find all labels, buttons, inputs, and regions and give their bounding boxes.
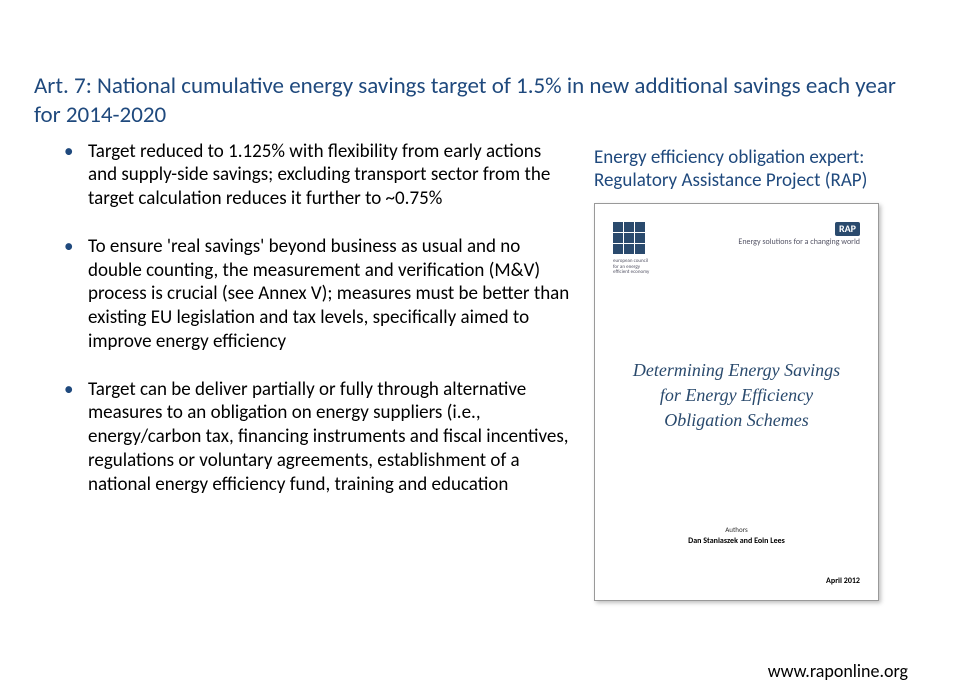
doc-date: April 2012 bbox=[613, 576, 860, 586]
expert-note: Energy efficiency obligation expert: Reg… bbox=[594, 146, 914, 194]
bullet-text: Target reduced to 1.125% with flexibilit… bbox=[88, 140, 550, 211]
right-column: Energy efficiency obligation expert: Reg… bbox=[594, 140, 914, 602]
doc-rap-logo: RAP Energy solutions for a changing worl… bbox=[738, 222, 860, 248]
bullet-item: To ensure 'real savings' beyond business… bbox=[64, 235, 574, 354]
bullet-item: Target can be deliver partially or fully… bbox=[64, 378, 574, 497]
document-thumbnail: european council for an energy efficient… bbox=[594, 203, 879, 601]
doc-authors-names: Dan Staniaszek and Eoin Lees bbox=[613, 536, 860, 546]
rap-tagline: Energy solutions for a changing world bbox=[738, 237, 860, 247]
slide-subtitle: Art. 7: National cumulative energy savin… bbox=[34, 72, 926, 130]
doc-authors: Authors Dan Staniaszek and Eoin Lees bbox=[613, 525, 860, 546]
doc-title: Determining Energy Savings for Energy Ef… bbox=[613, 266, 860, 525]
doc-title-line: Obligation Schemes bbox=[664, 408, 808, 433]
footer-url: www.raponline.org bbox=[768, 660, 908, 682]
bullet-text: Target can be deliver partially or fully… bbox=[88, 378, 569, 496]
rap-mark: RAP bbox=[835, 222, 860, 236]
slide-title: Making an impact with EED Implementation… bbox=[34, 14, 926, 62]
doc-title-line: Determining Energy Savings bbox=[633, 358, 840, 383]
doc-title-line: for Energy Efficiency bbox=[660, 383, 813, 408]
bullet-column: Target reduced to 1.125% with flexibilit… bbox=[34, 140, 594, 521]
doc-authors-label: Authors bbox=[613, 525, 860, 534]
bullet-item: Target reduced to 1.125% with flexibilit… bbox=[64, 140, 574, 211]
bullet-text: To ensure 'real savings' beyond business… bbox=[88, 235, 569, 353]
